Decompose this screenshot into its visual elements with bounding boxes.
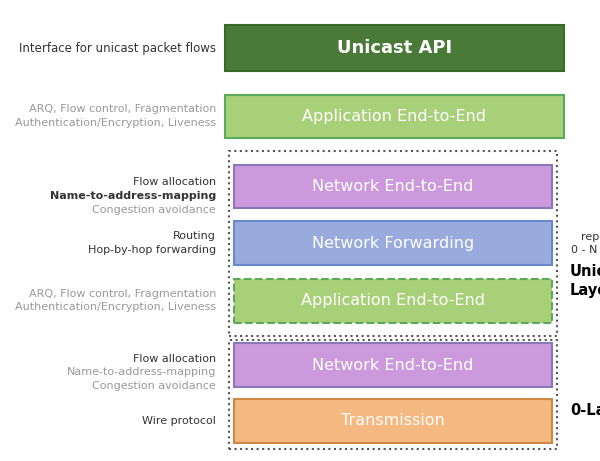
FancyBboxPatch shape xyxy=(234,279,552,323)
Text: Network End-to-End: Network End-to-End xyxy=(313,358,473,373)
Text: Routing: Routing xyxy=(173,231,216,242)
Text: Network Forwarding: Network Forwarding xyxy=(312,236,474,251)
Text: Transmission: Transmission xyxy=(341,413,445,428)
FancyBboxPatch shape xyxy=(225,95,564,138)
Text: Authentication/Encryption, Liveness: Authentication/Encryption, Liveness xyxy=(15,118,216,128)
Text: Unicast
Layer: Unicast Layer xyxy=(570,265,600,298)
Text: Application End-to-End: Application End-to-End xyxy=(301,293,485,308)
Text: Name-to-address-mapping: Name-to-address-mapping xyxy=(50,191,216,201)
Text: Network End-to-End: Network End-to-End xyxy=(313,179,473,194)
FancyBboxPatch shape xyxy=(234,343,552,387)
Text: 0-Layer: 0-Layer xyxy=(570,403,600,418)
Text: Wire protocol: Wire protocol xyxy=(142,416,216,426)
Text: Name-to-address-mapping: Name-to-address-mapping xyxy=(67,367,216,378)
FancyBboxPatch shape xyxy=(234,165,552,208)
FancyBboxPatch shape xyxy=(234,221,552,265)
Text: Flow allocation: Flow allocation xyxy=(133,177,216,187)
FancyBboxPatch shape xyxy=(225,25,564,71)
Text: Flow allocation: Flow allocation xyxy=(133,354,216,364)
Text: Interface for unicast packet flows: Interface for unicast packet flows xyxy=(19,42,216,55)
Text: Hop-by-hop forwarding: Hop-by-hop forwarding xyxy=(88,245,216,255)
Text: Congestion avoidance: Congestion avoidance xyxy=(92,205,216,215)
Text: Congestion avoidance: Congestion avoidance xyxy=(92,381,216,391)
Text: ARQ, Flow control, Fragmentation: ARQ, Flow control, Fragmentation xyxy=(29,104,216,114)
Text: repeats
0 - N times: repeats 0 - N times xyxy=(571,232,600,255)
FancyBboxPatch shape xyxy=(234,399,552,443)
Text: Unicast API: Unicast API xyxy=(337,39,452,58)
Text: Application End-to-End: Application End-to-End xyxy=(302,109,487,124)
Text: ARQ, Flow control, Fragmentation: ARQ, Flow control, Fragmentation xyxy=(29,289,216,299)
Text: Authentication/Encryption, Liveness: Authentication/Encryption, Liveness xyxy=(15,302,216,313)
